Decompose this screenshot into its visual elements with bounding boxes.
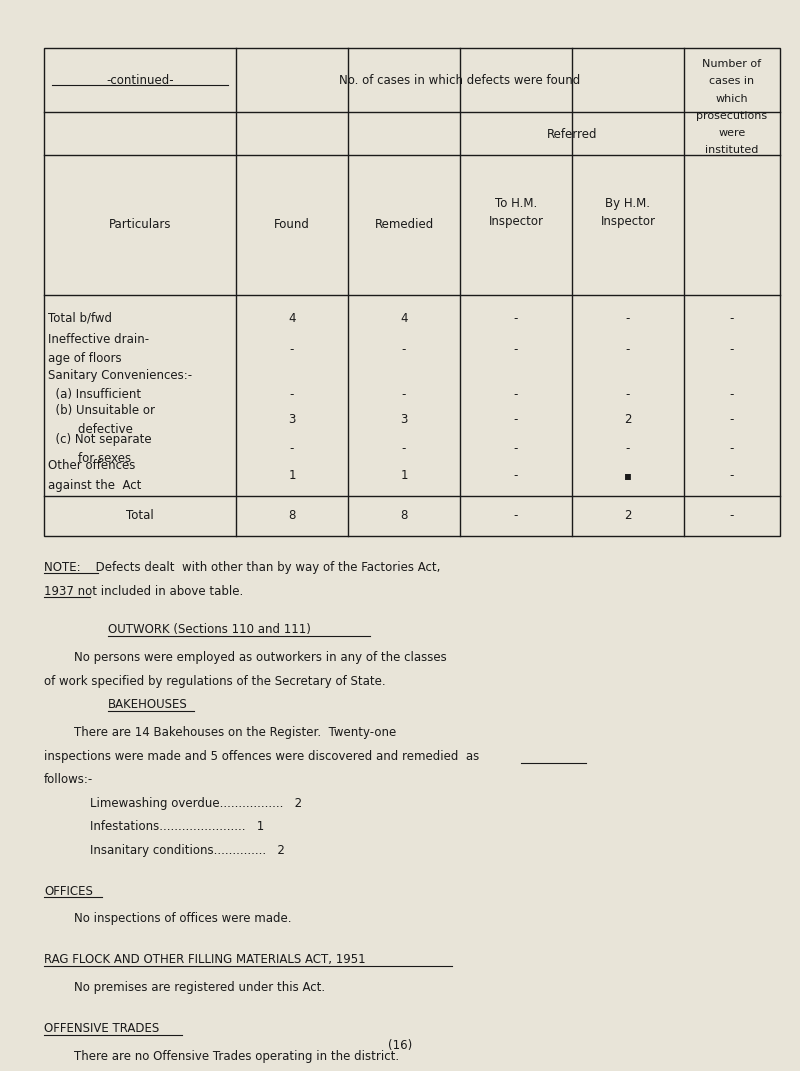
Text: -: - bbox=[290, 388, 294, 401]
Text: prosecutions: prosecutions bbox=[697, 110, 767, 121]
Text: -: - bbox=[514, 388, 518, 401]
Text: cases in: cases in bbox=[710, 76, 754, 87]
Text: 4: 4 bbox=[400, 312, 408, 325]
Text: NOTE:    Defects dealt  with other than by way of the Factories Act,: NOTE: Defects dealt with other than by w… bbox=[44, 561, 440, 574]
Text: -: - bbox=[514, 413, 518, 426]
Text: Insanitary conditions..............   2: Insanitary conditions.............. 2 bbox=[60, 844, 285, 857]
Text: -: - bbox=[730, 312, 734, 325]
Text: of work specified by regulations of the Secretary of State.: of work specified by regulations of the … bbox=[44, 675, 386, 688]
Text: defective: defective bbox=[48, 423, 133, 436]
Text: 2: 2 bbox=[624, 509, 632, 522]
Text: -: - bbox=[730, 509, 734, 522]
Text: OFFICES: OFFICES bbox=[44, 885, 93, 897]
Text: 1: 1 bbox=[288, 469, 296, 482]
Text: There are no Offensive Trades operating in the district.: There are no Offensive Trades operating … bbox=[44, 1050, 399, 1062]
Text: There are 14 Bakehouses on the Register.  Twenty-one: There are 14 Bakehouses on the Register.… bbox=[44, 726, 396, 739]
Text: instituted: instituted bbox=[706, 145, 758, 155]
Text: -: - bbox=[730, 388, 734, 401]
Text: Other offences: Other offences bbox=[48, 459, 135, 472]
Text: -: - bbox=[290, 343, 294, 356]
Text: -: - bbox=[626, 442, 630, 455]
Text: -: - bbox=[626, 388, 630, 401]
Text: 3: 3 bbox=[400, 413, 408, 426]
Text: OUTWORK (Sections 110 and 111): OUTWORK (Sections 110 and 111) bbox=[108, 623, 311, 636]
Text: 8: 8 bbox=[400, 509, 408, 522]
Text: -: - bbox=[626, 343, 630, 356]
Text: Referred: Referred bbox=[546, 129, 598, 141]
Text: Inspector: Inspector bbox=[489, 215, 543, 228]
Text: -: - bbox=[730, 442, 734, 455]
Text: No premises are registered under this Act.: No premises are registered under this Ac… bbox=[44, 981, 325, 994]
Text: 1937 not included in above table.: 1937 not included in above table. bbox=[44, 585, 243, 598]
Text: which: which bbox=[716, 93, 748, 104]
Text: Total b/fwd: Total b/fwd bbox=[48, 312, 112, 325]
Text: -: - bbox=[514, 343, 518, 356]
Text: Inspector: Inspector bbox=[601, 215, 655, 228]
Text: -: - bbox=[402, 388, 406, 401]
Text: -: - bbox=[626, 312, 630, 325]
Text: (c) Not separate: (c) Not separate bbox=[48, 433, 152, 446]
Text: Limewashing overdue.................   2: Limewashing overdue................. 2 bbox=[60, 797, 302, 810]
Text: Number of: Number of bbox=[702, 59, 762, 70]
Text: 1: 1 bbox=[400, 469, 408, 482]
Text: -: - bbox=[402, 442, 406, 455]
Text: -: - bbox=[514, 469, 518, 482]
Text: -: - bbox=[514, 442, 518, 455]
Text: (a) Insufficient: (a) Insufficient bbox=[48, 388, 141, 401]
Bar bbox=[44, 48, 780, 536]
Text: BAKEHOUSES: BAKEHOUSES bbox=[108, 698, 188, 711]
Text: No persons were employed as outworkers in any of the classes: No persons were employed as outworkers i… bbox=[44, 651, 446, 664]
Text: 8: 8 bbox=[288, 509, 296, 522]
Text: Found: Found bbox=[274, 218, 310, 231]
Text: OFFENSIVE TRADES: OFFENSIVE TRADES bbox=[44, 1022, 159, 1035]
Text: Sanitary Conveniences:-: Sanitary Conveniences:- bbox=[48, 369, 192, 382]
Text: 2: 2 bbox=[624, 413, 632, 426]
Text: (b) Unsuitable or: (b) Unsuitable or bbox=[48, 404, 155, 417]
Text: -continued-: -continued- bbox=[106, 74, 174, 87]
Text: for sexes: for sexes bbox=[48, 452, 131, 465]
Text: By H.M.: By H.M. bbox=[606, 197, 650, 210]
Text: 3: 3 bbox=[288, 413, 296, 426]
Text: against the  Act: against the Act bbox=[48, 479, 142, 492]
Text: -: - bbox=[402, 343, 406, 356]
Text: -: - bbox=[730, 469, 734, 482]
Text: To H.M.: To H.M. bbox=[495, 197, 537, 210]
Text: Ineffective drain-: Ineffective drain- bbox=[48, 333, 149, 346]
Text: No inspections of offices were made.: No inspections of offices were made. bbox=[44, 912, 291, 925]
Text: (16): (16) bbox=[388, 1039, 412, 1052]
Text: ▪: ▪ bbox=[624, 469, 632, 482]
Text: No. of cases in which defects were found: No. of cases in which defects were found bbox=[339, 74, 581, 87]
Text: -: - bbox=[730, 343, 734, 356]
Text: -: - bbox=[514, 312, 518, 325]
Text: 4: 4 bbox=[288, 312, 296, 325]
Text: -: - bbox=[730, 413, 734, 426]
Text: follows:-: follows:- bbox=[44, 773, 94, 786]
Text: -: - bbox=[290, 442, 294, 455]
Text: age of floors: age of floors bbox=[48, 352, 122, 365]
Text: -: - bbox=[514, 509, 518, 522]
Text: inspections were made and 5 offences were discovered and remedied  as: inspections were made and 5 offences wer… bbox=[44, 750, 479, 763]
Text: Total: Total bbox=[126, 509, 154, 522]
Text: Remedied: Remedied bbox=[374, 218, 434, 231]
Text: were: were bbox=[718, 127, 746, 138]
Text: RAG FLOCK AND OTHER FILLING MATERIALS ACT, 1951: RAG FLOCK AND OTHER FILLING MATERIALS AC… bbox=[44, 953, 366, 966]
Text: Infestations.......................   1: Infestations....................... 1 bbox=[60, 820, 264, 833]
Text: Particulars: Particulars bbox=[109, 218, 171, 231]
